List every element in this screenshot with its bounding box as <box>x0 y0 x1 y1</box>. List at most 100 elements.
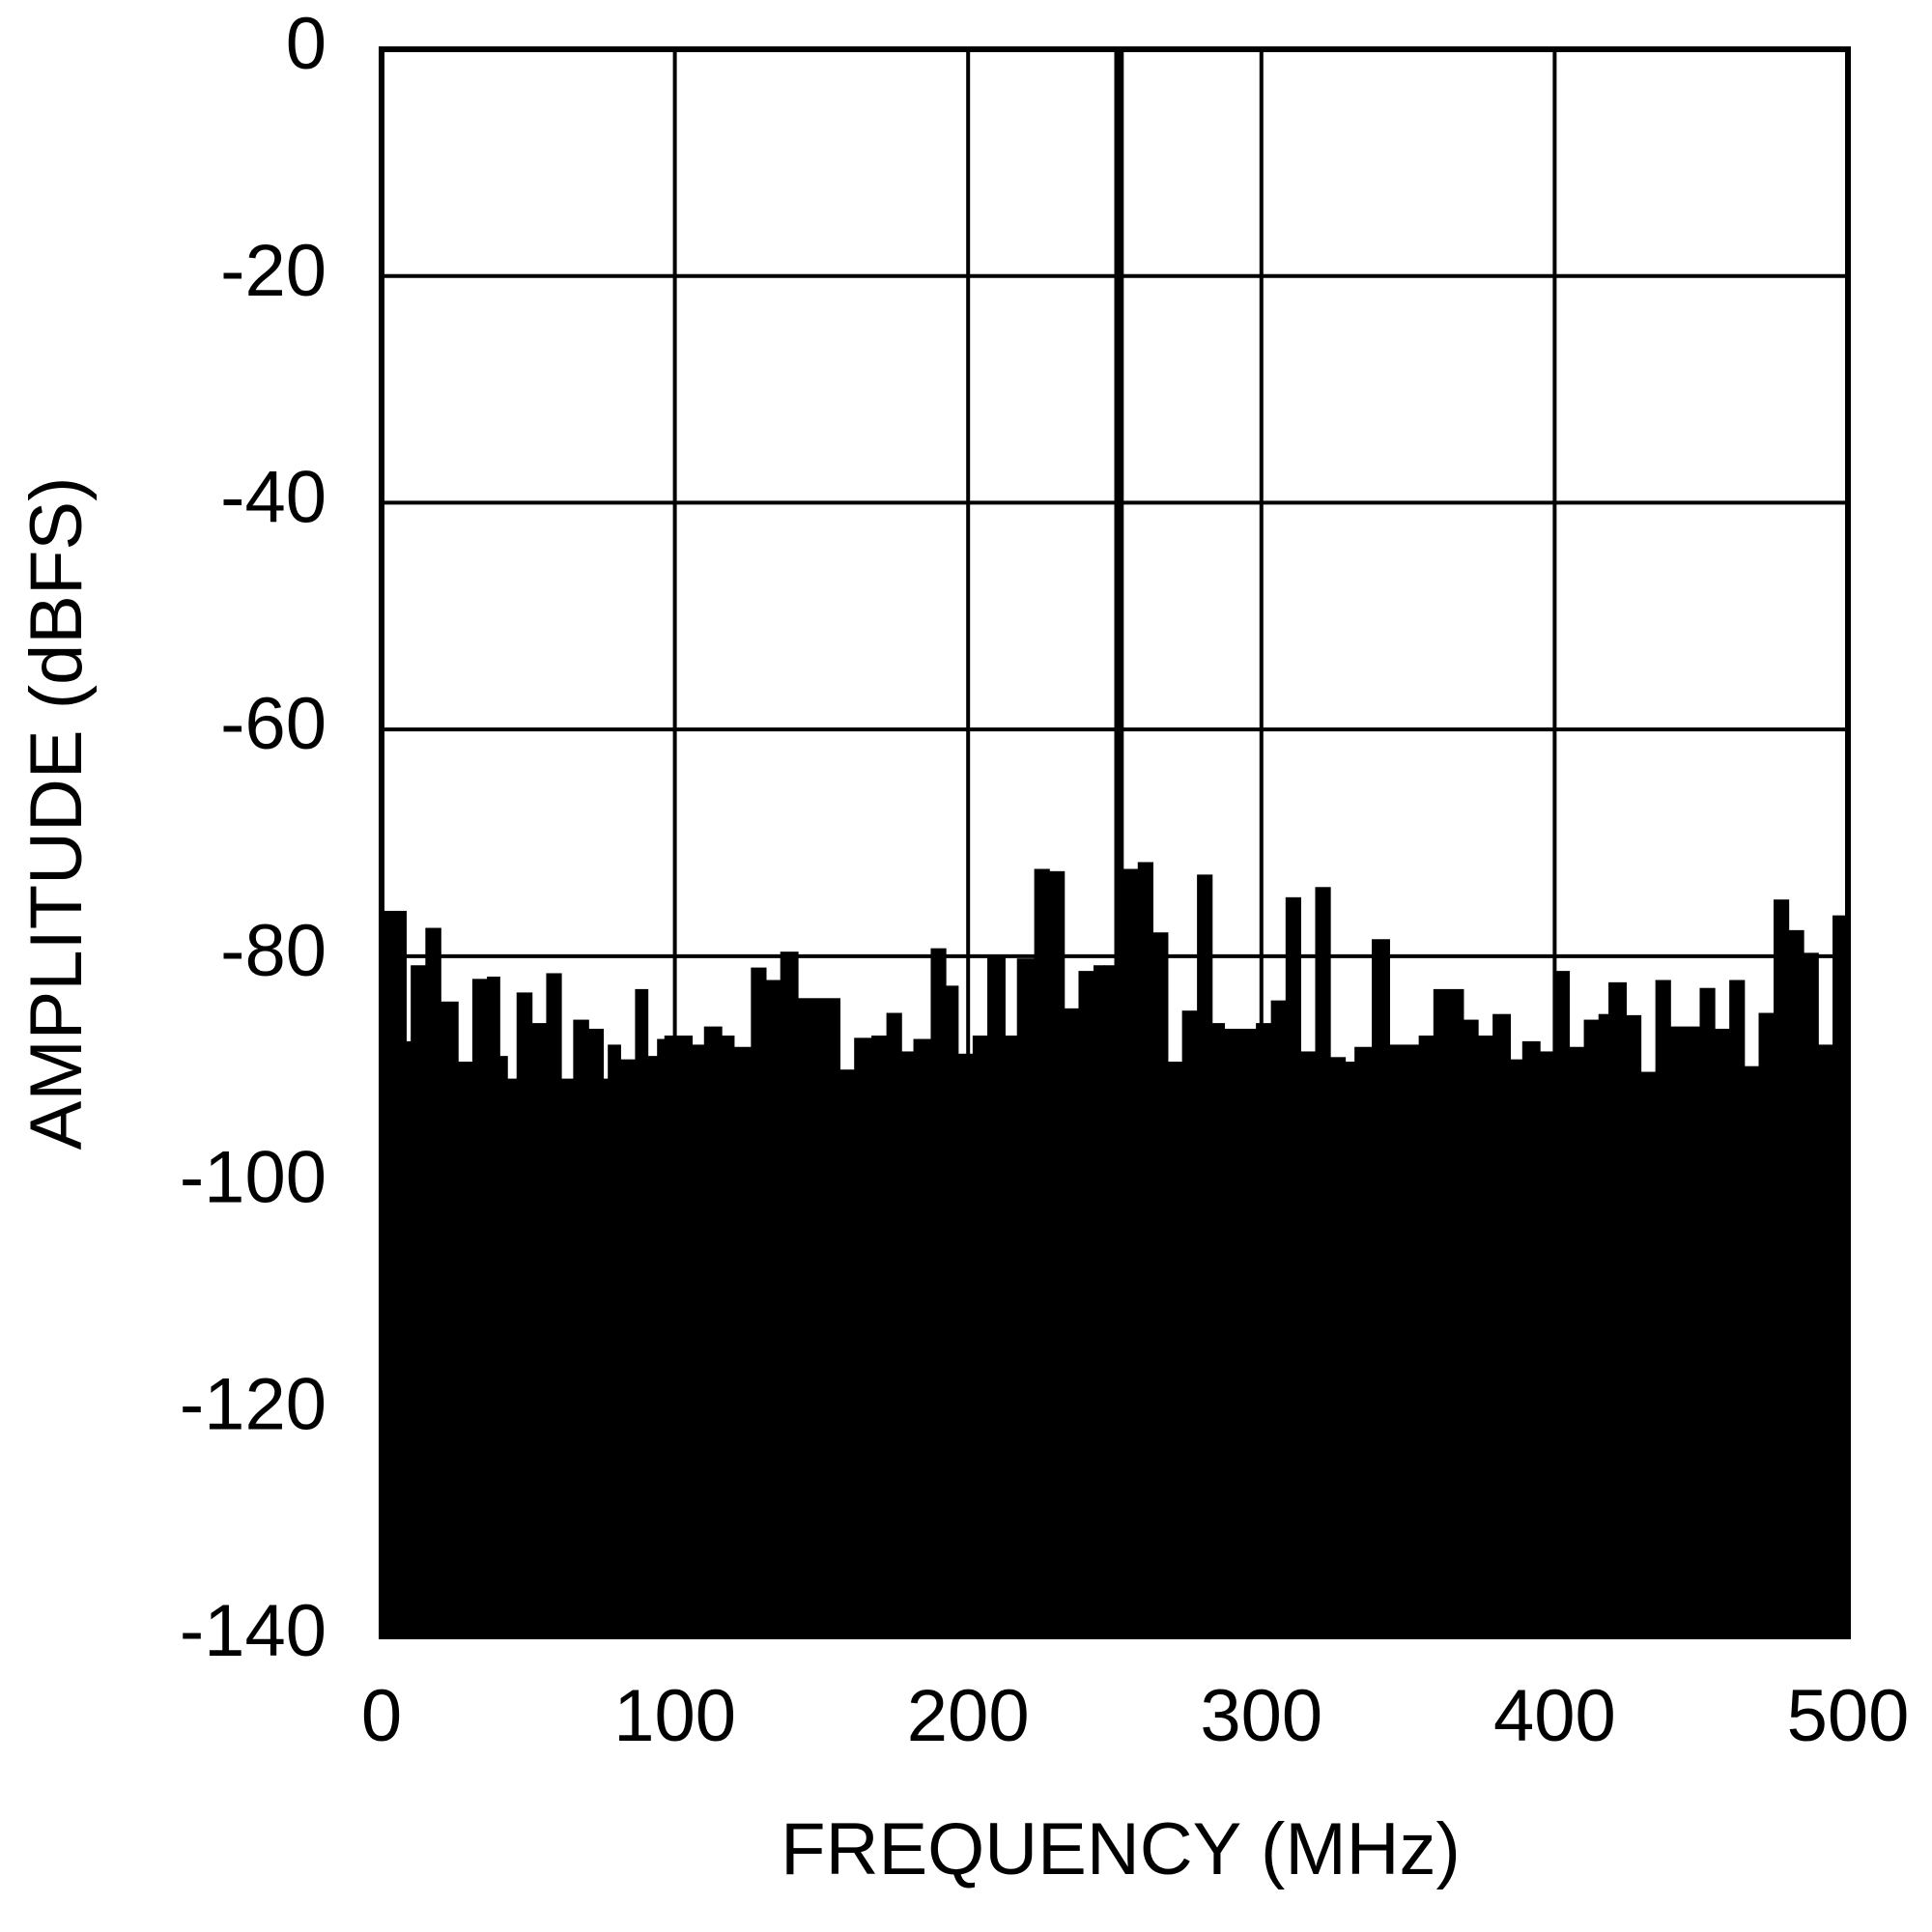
y-tick-label: -100 <box>180 1137 327 1219</box>
spectrum-bin <box>1315 887 1331 1636</box>
spectrum-bin <box>692 1044 705 1636</box>
spectrum-bin <box>647 1056 659 1636</box>
spectrum-bin <box>1093 965 1106 1636</box>
spectrum-bin <box>1167 1061 1183 1636</box>
spectrum-bin <box>1699 987 1716 1636</box>
spectrum-bin <box>703 1026 723 1636</box>
spectrum-bin <box>1256 1023 1272 1636</box>
spectrum-bin <box>498 1056 508 1636</box>
spectrum-bin <box>406 1040 412 1636</box>
x-axis-title: FREQUENCY (MHz) <box>781 1808 1461 1890</box>
spectrum-bin <box>487 976 500 1636</box>
y-tick-label: -80 <box>220 910 327 992</box>
spectrum-bin <box>1625 1014 1642 1636</box>
y-axis-title: AMPLITUDE (dBFS) <box>15 477 98 1151</box>
spectrum-bin <box>664 1036 694 1636</box>
spectrum-bin <box>573 1019 589 1636</box>
spectrum-bin <box>1211 1023 1226 1636</box>
x-tick-label: 100 <box>613 1675 736 1757</box>
spectrum-bin <box>635 988 649 1636</box>
spectrum-bin <box>1510 1059 1523 1636</box>
spectrum-bin <box>972 1036 989 1636</box>
y-tick-label: -20 <box>220 230 327 312</box>
spectrum-bin <box>457 1061 473 1636</box>
spectrum-bin <box>1224 1028 1258 1636</box>
spectrum-bin <box>957 1053 974 1636</box>
spectrum-bin <box>1817 1044 1834 1636</box>
spectrum-bin <box>1729 980 1746 1636</box>
spectrum-bin <box>1181 1010 1199 1636</box>
spectrum-bin <box>1418 1036 1435 1636</box>
spectrum-bin <box>1078 971 1094 1636</box>
spectrum-bin <box>425 927 441 1636</box>
spectrum-bin <box>1151 932 1169 1636</box>
spectrum-bin <box>765 980 781 1636</box>
spectrum-bin <box>721 1036 735 1636</box>
spectrum-bin <box>1372 939 1390 1636</box>
spectrum-bin <box>603 1078 610 1636</box>
x-tick-label: 200 <box>907 1675 1030 1757</box>
spectrum-bin <box>900 1051 915 1636</box>
spectrum-bin <box>1463 1019 1479 1636</box>
y-tick-label: -40 <box>220 457 327 539</box>
spectrum-bin <box>1345 1061 1356 1636</box>
spectrum-bin <box>395 910 408 1636</box>
spectrum-bin <box>1048 870 1065 1636</box>
spectrum-bin <box>1669 1026 1701 1636</box>
spectrum-bin <box>1569 1046 1585 1636</box>
spectrum-bin <box>1197 874 1213 1636</box>
spectrum-bin <box>1477 1036 1494 1636</box>
spectrum-bin <box>608 1044 621 1636</box>
y-tick-label: -60 <box>220 683 327 765</box>
spectrum-bin <box>587 1028 605 1636</box>
spectrum-bin <box>1354 1046 1374 1636</box>
y-tick-label: 0 <box>286 3 327 85</box>
spectrum-bin <box>1104 965 1116 1636</box>
spectrum-bin <box>1553 971 1571 1636</box>
spectrum-bin <box>531 1023 548 1636</box>
spectrum-bin <box>1270 1000 1287 1636</box>
spectrum-bin <box>1122 868 1139 1636</box>
spectrum-bin <box>1433 988 1464 1636</box>
spectrum-bin <box>1388 1044 1420 1636</box>
y-tick-label: -140 <box>180 1590 327 1672</box>
plot-frame <box>379 46 1851 1639</box>
spectrum-bin <box>871 1036 888 1636</box>
spectrum-bin <box>1744 1065 1760 1636</box>
spectrum-bin <box>1608 981 1627 1636</box>
y-tick-label: -120 <box>180 1363 327 1445</box>
spectrum-bin <box>1655 980 1671 1636</box>
spectrum-bin <box>1758 1012 1775 1636</box>
spectrum-bin <box>1583 1019 1600 1636</box>
spectrum-bin <box>1521 1040 1541 1636</box>
spectrum-bin <box>440 1001 459 1636</box>
spectrum-bin <box>1034 868 1050 1636</box>
spectrum-bin <box>1016 958 1036 1636</box>
spectrum-bin <box>886 1012 902 1636</box>
spectrum-bin <box>1114 49 1124 1636</box>
spectrum-bin <box>1285 896 1301 1636</box>
spectrum-bin <box>913 1038 932 1636</box>
spectrum-bin <box>1539 1051 1555 1636</box>
spectrum-bin <box>560 1078 575 1636</box>
spectrum-bin <box>780 952 799 1636</box>
spectrum-bin <box>1833 915 1849 1636</box>
spectrum-bin <box>1064 1008 1080 1636</box>
spectrum-bin <box>546 973 562 1636</box>
x-tick-label: 500 <box>1787 1675 1910 1757</box>
spectrum-bin <box>1299 1051 1317 1636</box>
spectrum-bin <box>751 967 767 1636</box>
spectrum-bin <box>854 1037 873 1636</box>
spectrum-bin <box>733 1046 753 1636</box>
spectrum-bin <box>1788 929 1804 1636</box>
spectrum-bin <box>930 948 947 1636</box>
spectrum-bin <box>619 1059 637 1636</box>
spectrum-bin <box>1004 1036 1018 1636</box>
spectrum-bin <box>987 957 1006 1636</box>
spectrum-bin <box>797 998 841 1636</box>
spectrum-bin <box>1492 1013 1512 1636</box>
spectrum-bin <box>1598 1013 1610 1636</box>
spectrum-bin <box>1640 1071 1657 1636</box>
spectrum-bin <box>1137 862 1153 1636</box>
